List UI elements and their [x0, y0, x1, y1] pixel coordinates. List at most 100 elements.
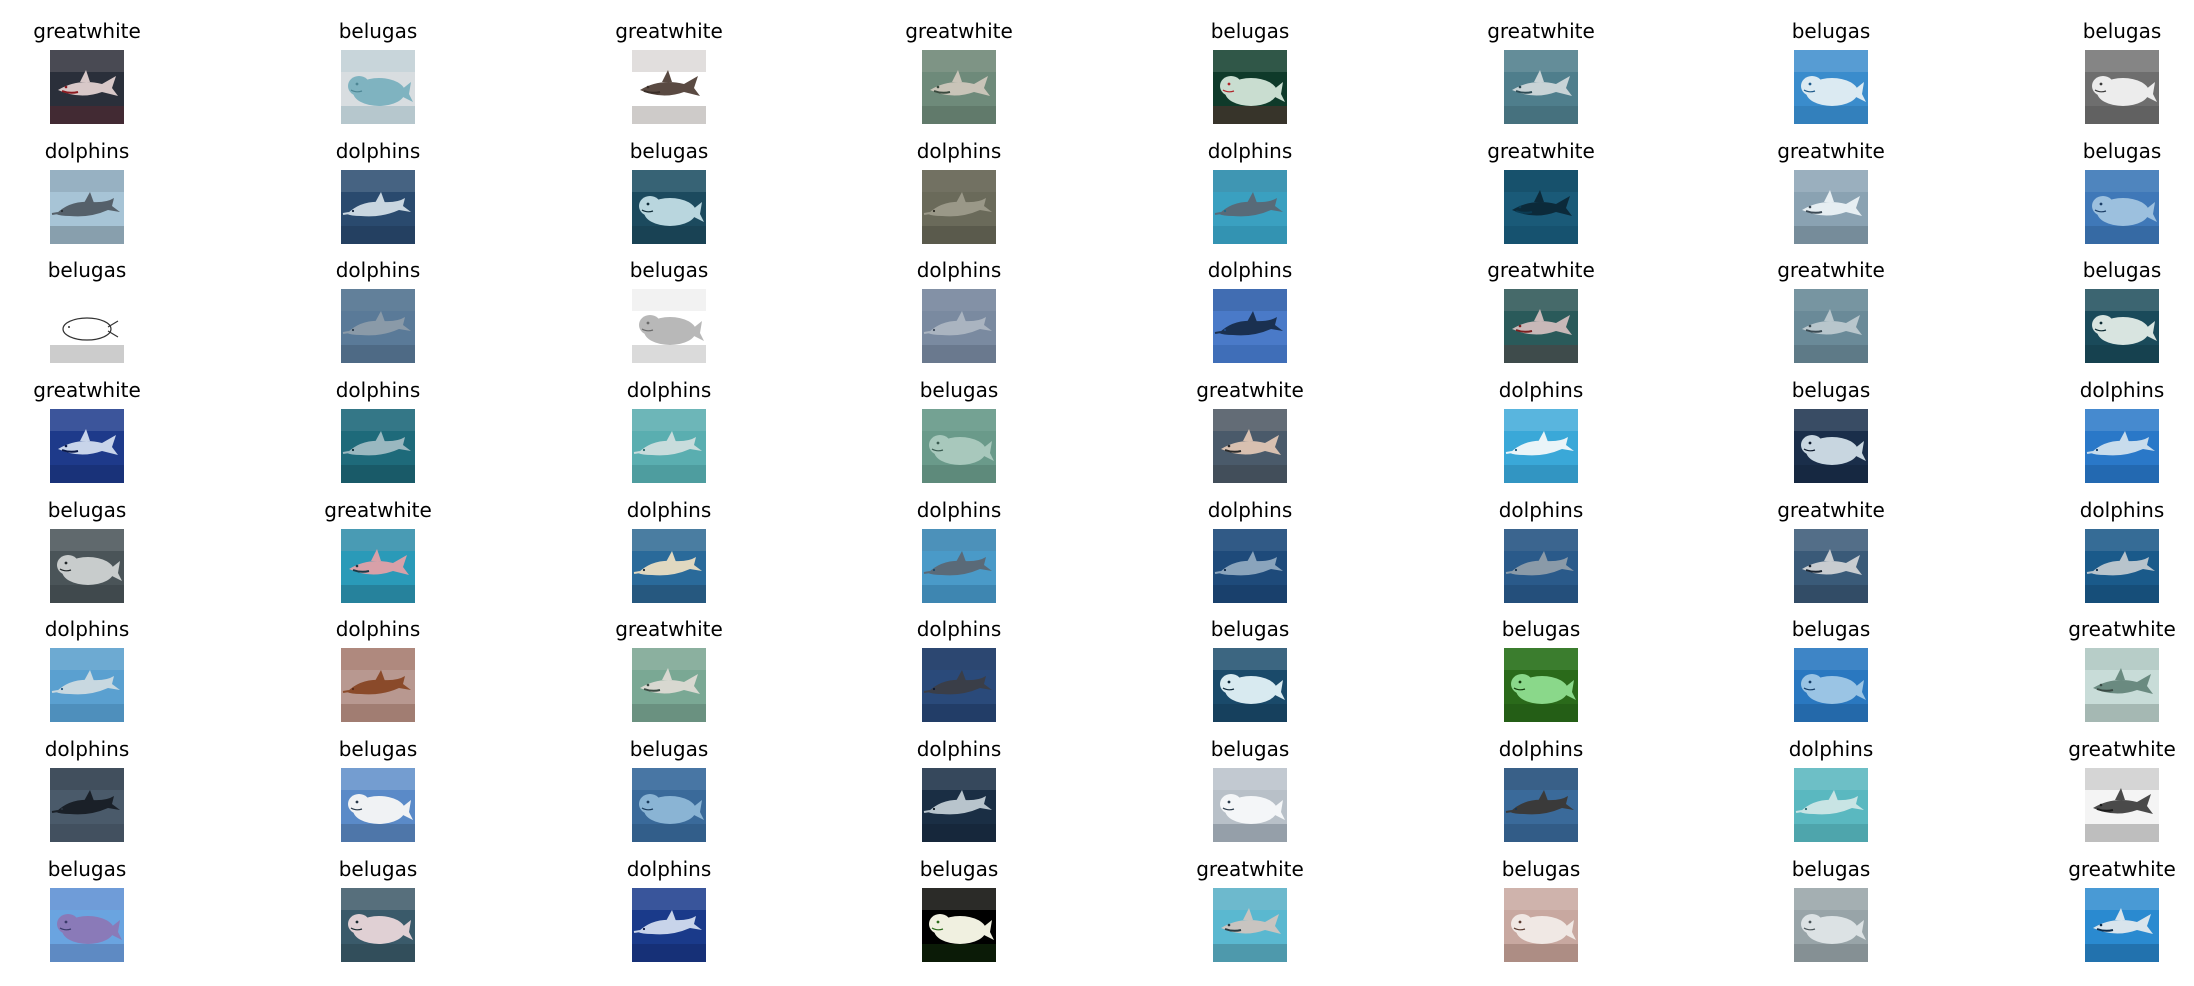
shark-image	[1794, 170, 1868, 244]
image-label: belugas	[338, 737, 418, 761]
image-label: dolphins	[626, 498, 712, 522]
animal-thumbnail	[1794, 170, 1868, 244]
image-label: dolphins	[1498, 498, 1584, 522]
animal-thumbnail	[632, 50, 706, 124]
grid-cell: belugas	[1391, 614, 1691, 734]
shark-image	[2085, 888, 2159, 962]
animal-thumbnail	[922, 409, 996, 483]
beluga-image	[922, 409, 996, 483]
animal-thumbnail	[50, 888, 124, 962]
dolphin-image	[922, 170, 996, 244]
image-label: dolphins	[1498, 737, 1584, 761]
image-label: greatwhite	[33, 19, 141, 43]
dolphin-image	[341, 170, 415, 244]
animal-thumbnail	[341, 529, 415, 603]
image-label: belugas	[629, 258, 709, 282]
grid-cell: greatwhite	[809, 16, 1109, 136]
animal-thumbnail	[341, 170, 415, 244]
shark-image	[1794, 289, 1868, 363]
beluga-image	[632, 170, 706, 244]
animal-thumbnail	[1794, 648, 1868, 722]
image-label: dolphins	[44, 617, 130, 641]
beluga-image	[632, 289, 706, 363]
animal-thumbnail	[50, 648, 124, 722]
animal-thumbnail	[1213, 170, 1287, 244]
dolphin-image	[1504, 768, 1578, 842]
grid-cell: dolphins	[1681, 734, 1981, 854]
animal-thumbnail	[1213, 50, 1287, 124]
animal-thumbnail	[50, 529, 124, 603]
dolphin-image	[1504, 529, 1578, 603]
animal-thumbnail	[1213, 768, 1287, 842]
grid-cell: greatwhite	[1972, 854, 2194, 974]
grid-cell: dolphins	[0, 614, 237, 734]
dolphin-image	[922, 289, 996, 363]
beluga-image	[341, 888, 415, 962]
image-label: dolphins	[2079, 498, 2165, 522]
beluga-image	[341, 768, 415, 842]
image-label: greatwhite	[905, 19, 1013, 43]
animal-thumbnail	[1794, 289, 1868, 363]
image-label: dolphins	[916, 737, 1002, 761]
shark-image	[50, 50, 124, 124]
animal-thumbnail	[1504, 529, 1578, 603]
image-label: belugas	[1791, 857, 1871, 881]
animal-thumbnail	[632, 888, 706, 962]
beluga-image	[2085, 170, 2159, 244]
image-label: belugas	[1791, 19, 1871, 43]
grid-cell: greatwhite	[0, 16, 237, 136]
image-label: greatwhite	[615, 617, 723, 641]
grid-cell: dolphins	[1972, 375, 2194, 495]
image-label: belugas	[629, 139, 709, 163]
image-label: greatwhite	[1487, 258, 1595, 282]
animal-thumbnail	[50, 50, 124, 124]
dolphin-image	[341, 289, 415, 363]
animal-thumbnail	[632, 529, 706, 603]
beluga-image	[1213, 768, 1287, 842]
image-label: dolphins	[1207, 498, 1293, 522]
animal-thumbnail	[2085, 409, 2159, 483]
dolphin-image	[1213, 529, 1287, 603]
animal-thumbnail	[341, 409, 415, 483]
grid-cell: greatwhite	[1972, 734, 2194, 854]
dolphin-image	[341, 648, 415, 722]
animal-thumbnail	[2085, 768, 2159, 842]
grid-cell: belugas	[519, 734, 819, 854]
image-label: dolphins	[916, 258, 1002, 282]
dolphin-image	[1213, 289, 1287, 363]
image-label: dolphins	[44, 139, 130, 163]
grid-cell: greatwhite	[1681, 495, 1981, 615]
animal-thumbnail	[1504, 50, 1578, 124]
shark-image	[2085, 768, 2159, 842]
grid-cell: dolphins	[228, 375, 528, 495]
animal-thumbnail	[341, 888, 415, 962]
animal-thumbnail	[2085, 648, 2159, 722]
animal-thumbnail	[1794, 888, 1868, 962]
grid-cell: belugas	[1972, 16, 2194, 136]
animal-thumbnail	[1504, 888, 1578, 962]
animal-thumbnail	[1504, 289, 1578, 363]
grid-cell: dolphins	[0, 734, 237, 854]
animal-thumbnail	[1213, 289, 1287, 363]
shark-image	[1504, 50, 1578, 124]
animal-thumbnail	[632, 170, 706, 244]
image-label: belugas	[47, 498, 127, 522]
image-label: belugas	[919, 857, 999, 881]
dolphin-image	[1504, 409, 1578, 483]
grid-cell: dolphins	[1391, 375, 1691, 495]
animal-thumbnail	[1213, 888, 1287, 962]
beluga-image	[1213, 648, 1287, 722]
image-label: greatwhite	[1777, 258, 1885, 282]
dolphin-image	[2085, 529, 2159, 603]
image-label: greatwhite	[1196, 378, 1304, 402]
image-label: greatwhite	[1487, 19, 1595, 43]
image-label: dolphins	[335, 378, 421, 402]
image-label: dolphins	[916, 139, 1002, 163]
grid-cell: greatwhite	[228, 495, 528, 615]
animal-thumbnail	[341, 50, 415, 124]
animal-thumbnail	[1213, 529, 1287, 603]
shark-image	[1213, 409, 1287, 483]
beluga-image	[1794, 648, 1868, 722]
animal-thumbnail	[1504, 768, 1578, 842]
animal-thumbnail	[632, 289, 706, 363]
